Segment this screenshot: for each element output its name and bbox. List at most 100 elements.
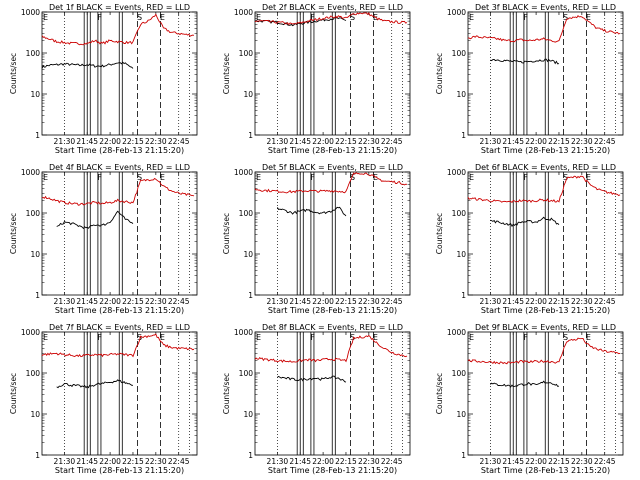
y-tick-label: 10 [30,250,40,259]
x-tick-label: 22:15 [335,457,357,466]
panel-title: Det 2f BLACK = Events, RED = LLD [262,3,403,12]
x-tick-label: 22:45 [168,137,190,146]
y-tick-label: 10 [456,90,466,99]
marker-annotation: E [160,173,165,182]
y-tick-label: 10 [456,410,466,419]
x-tick-label: 22:30 [358,297,380,306]
marker-annotation: E [469,173,474,182]
y-tick-label: 10 [30,90,40,99]
x-tick-label: 22:00 [312,137,334,146]
y-axis-label: Counts/sec [9,53,18,94]
marker-annotation: E [256,333,261,342]
x-tick-label: 21:30 [480,137,502,146]
x-axis-label: Start Time (28-Feb-13 21:15:20) [481,466,610,475]
x-tick-label: 21:45 [289,297,311,306]
marker-annotation: E [160,13,165,22]
events-series-line [41,61,134,69]
marker-annotation: E [256,173,261,182]
y-tick-label: 1000 [447,168,466,177]
marker-annotation: F [97,173,102,182]
x-tick-label: 22:45 [381,457,403,466]
y-tick-label: 1 [35,291,40,300]
marker-annotation: S [137,13,142,22]
x-tick-label: 22:00 [99,297,121,306]
x-tick-label: 21:45 [76,297,98,306]
events-series-line [277,206,347,217]
y-tick-label: 1000 [234,8,253,17]
events-series-line [254,17,347,27]
x-axis-label: Start Time (28-Feb-13 21:15:20) [481,306,610,315]
x-tick-label: 22:15 [335,297,357,306]
x-tick-label: 22:15 [548,137,570,146]
marker-annotation: F [523,333,528,342]
y-tick-label: 10 [30,410,40,419]
panel-title: Det 1f BLACK = Events, RED = LLD [49,3,190,12]
y-tick-label: 1000 [447,8,466,17]
marker-annotation: F [97,333,102,342]
x-tick-label: 22:15 [122,457,144,466]
x-axis-label: Start Time (28-Feb-13 21:15:20) [268,466,397,475]
y-tick-label: 1000 [21,8,40,17]
marker-annotation: F [310,333,315,342]
x-tick-label: 21:45 [289,137,311,146]
lld-series-line [467,14,621,43]
y-tick-label: 1 [461,291,466,300]
panel-title: Det 8f BLACK = Events, RED = LLD [262,323,403,332]
marker-annotation: E [586,173,591,182]
x-tick-label: 22:00 [99,137,121,146]
marker-annotation: F [310,13,315,22]
marker-annotation: S [563,173,568,182]
x-tick-label: 22:00 [99,457,121,466]
marker-annotation: E [469,13,474,22]
marker-annotation: S [137,333,142,342]
x-tick-label: 21:45 [502,137,524,146]
marker-annotation: S [563,13,568,22]
y-tick-label: 100 [239,369,254,378]
x-tick-label: 21:30 [54,137,76,146]
x-tick-label: 21:30 [267,297,289,306]
y-tick-label: 1000 [447,328,466,337]
x-tick-label: 21:30 [267,457,289,466]
x-tick-label: 22:30 [571,137,593,146]
marker-annotation: F [310,173,315,182]
marker-annotation: S [563,333,568,342]
x-tick-label: 21:45 [76,457,98,466]
x-axis-label: Start Time (28-Feb-13 21:15:20) [268,306,397,315]
y-tick-label: 1000 [234,328,253,337]
x-tick-label: 22:30 [571,457,593,466]
y-tick-label: 100 [239,209,254,218]
events-series-line [56,379,133,389]
marker-annotation: E [43,333,48,342]
x-tick-label: 22:30 [145,297,167,306]
x-tick-label: 21:30 [480,457,502,466]
x-tick-label: 22:45 [168,297,190,306]
marker-annotation: E [586,333,591,342]
x-tick-label: 22:15 [548,457,570,466]
marker-annotation: S [137,173,142,182]
events-series-line [490,58,560,65]
panel-title: Det 5f BLACK = Events, RED = LLD [262,163,403,172]
y-tick-label: 1 [248,291,253,300]
y-axis-label: Counts/sec [435,213,444,254]
x-tick-label: 22:15 [122,297,144,306]
lld-series-line [41,13,195,46]
marker-annotation: S [350,173,355,182]
marker-annotation: F [523,13,528,22]
marker-annotation: E [373,173,378,182]
y-tick-label: 100 [26,49,41,58]
marker-annotation: E [160,333,165,342]
x-tick-label: 22:30 [358,137,380,146]
x-tick-label: 21:30 [54,297,76,306]
lld-series-line [254,171,408,194]
panel-title: Det 6f BLACK = Events, RED = LLD [475,163,616,172]
marker-annotation: S [350,333,355,342]
x-axis-label: Start Time (28-Feb-13 21:15:20) [268,146,397,155]
lld-series-line [254,334,408,363]
